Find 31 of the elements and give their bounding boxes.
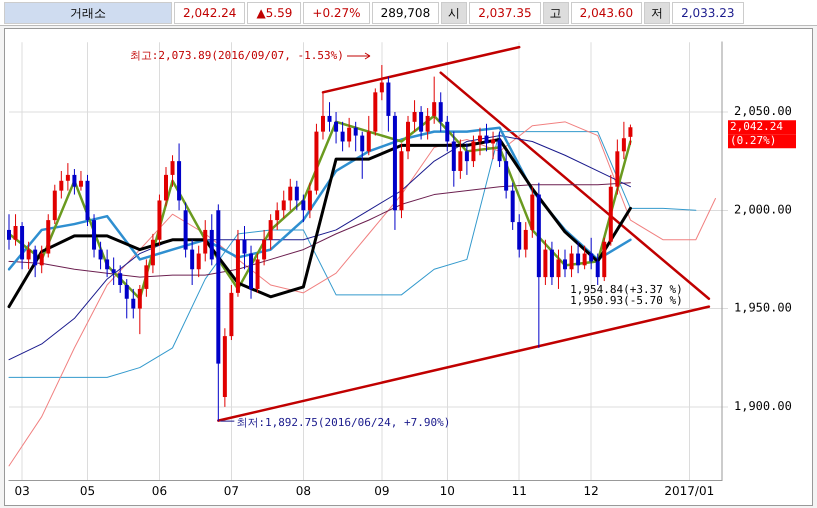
text: 289,708 xyxy=(372,2,440,24)
x-tick-label: 08 xyxy=(296,484,311,498)
annotation: 1,950.93(-5.70 %) xyxy=(570,294,683,307)
text: +0.27% xyxy=(303,2,370,24)
text: 2,042.24 xyxy=(174,2,246,24)
text: 2,037.35 xyxy=(469,2,541,24)
text: 2,033.23 xyxy=(672,2,744,24)
x-tick-label: 12 xyxy=(584,484,599,498)
text: ▲5.59 xyxy=(247,2,302,24)
x-tick-label: 07 xyxy=(224,484,240,498)
y-tick-label: 2,050.00 xyxy=(734,104,792,118)
text: (0.27%) xyxy=(730,134,776,148)
x-tick-label: 06 xyxy=(152,484,168,498)
y-tick-label: 1,900.00 xyxy=(734,399,792,414)
text: 시 xyxy=(441,2,468,24)
y-tick-label: 2,000.00 xyxy=(734,202,792,216)
x-tick-label: 11 xyxy=(512,484,527,498)
text: 2,043.60 xyxy=(570,2,642,24)
annotation: 최고:2,073.89(2016/09/07, -1.53%) xyxy=(130,49,344,62)
annotation: 1,954.84(+3.37 %) xyxy=(570,282,683,296)
x-tick-label: 03 xyxy=(14,484,30,498)
chart-title: 거래소 xyxy=(4,2,172,24)
x-tick-label: 10 xyxy=(440,484,455,498)
x-tick-label: 2017/01 xyxy=(664,484,714,498)
x-tick-label: 05 xyxy=(80,484,96,498)
text: 고 xyxy=(542,2,569,24)
text: 저 xyxy=(644,2,670,24)
y-tick-label: 1,950.00 xyxy=(734,300,792,315)
annotation: 최저:1,892.75(2016/06/24, +7.90%) xyxy=(236,416,450,429)
x-tick-label: 09 xyxy=(374,484,390,498)
text: 2,042.24 xyxy=(730,120,784,134)
